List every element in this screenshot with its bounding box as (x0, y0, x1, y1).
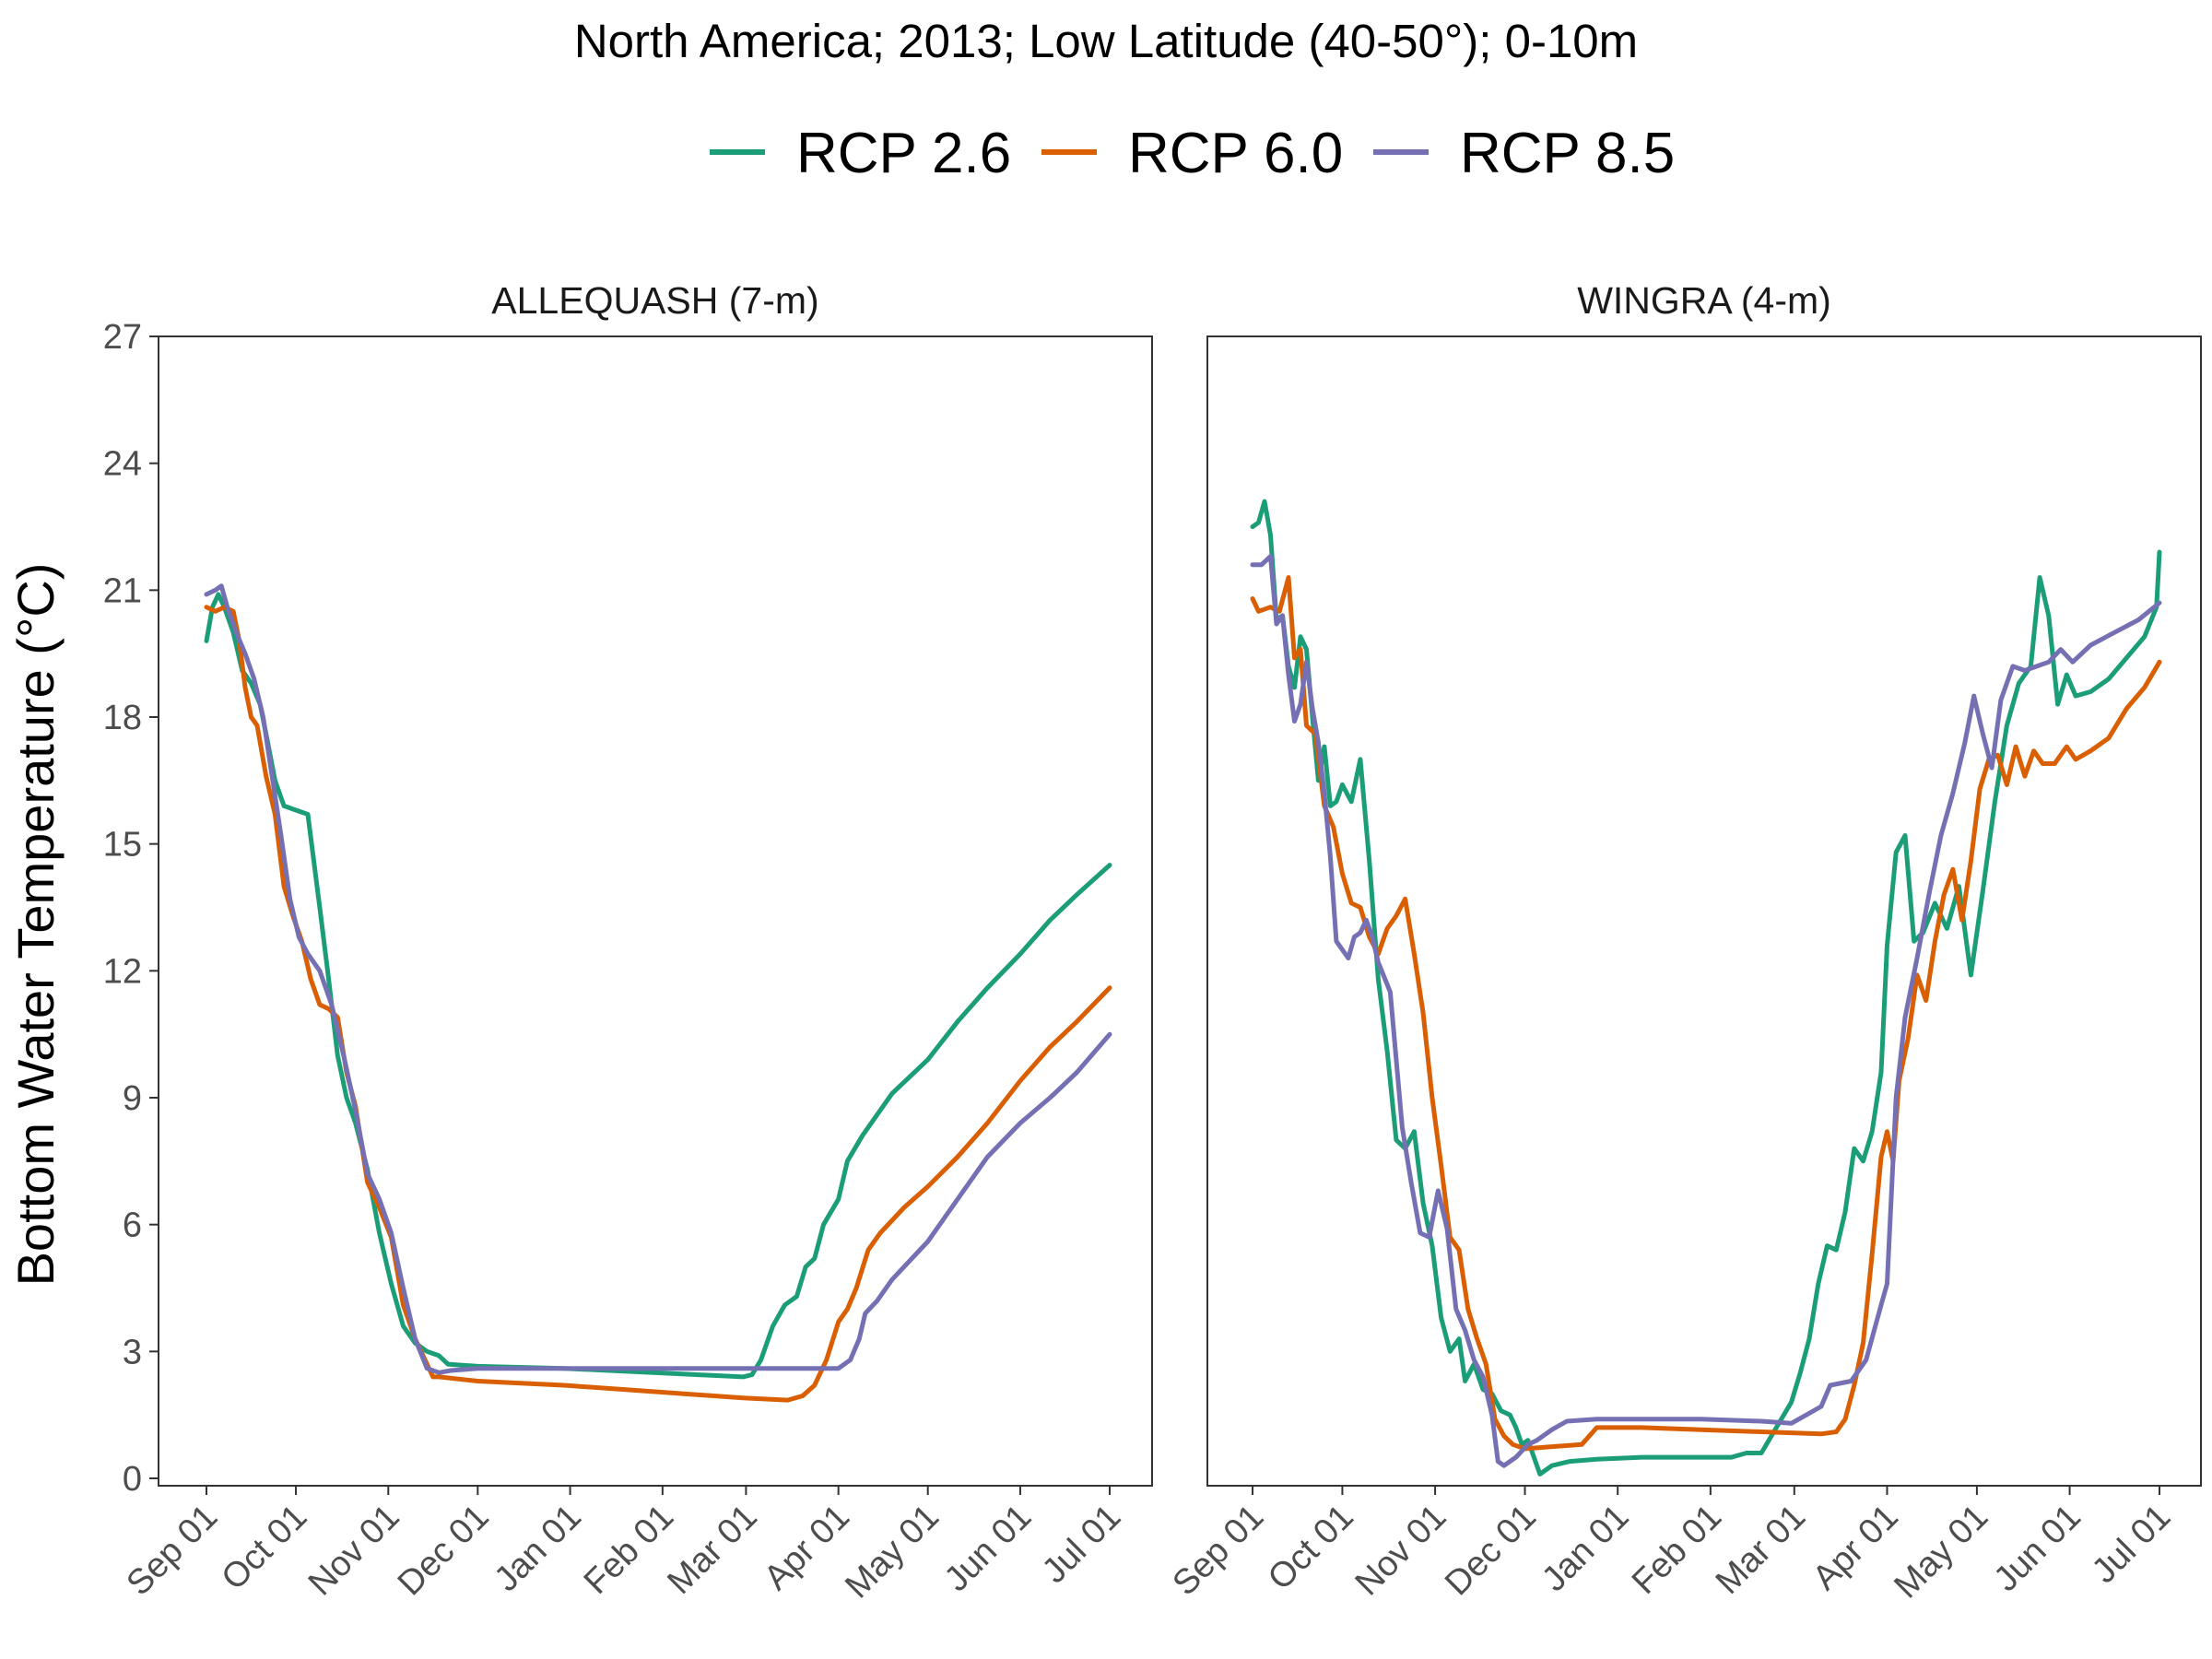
y-tick-label: 6 (123, 1206, 142, 1245)
series-line (204, 592, 1112, 1380)
chart-title: North America; 2013; Low Latitude (40-50… (574, 15, 1638, 67)
x-tick-label: Sep 01 (119, 1498, 225, 1604)
legend-item: RCP 2.6 (710, 122, 1011, 185)
x-tick-label: Dec 01 (391, 1498, 497, 1604)
x-tick-label: Mar 01 (1709, 1498, 1813, 1602)
y-axis: 0 3 6 9 12 15 18 21 24 27 (103, 318, 159, 1499)
x-tick-label: Feb 01 (577, 1498, 681, 1602)
y-tick-label: 3 (123, 1333, 142, 1371)
x-tick-label: Nov 01 (1348, 1498, 1454, 1604)
panel-frame (1206, 335, 2202, 1487)
series-line (204, 583, 1112, 1375)
x-tick-label: Jan 01 (488, 1498, 589, 1599)
series-group (1250, 499, 2162, 1477)
panel-frame (158, 335, 1153, 1487)
series-group (204, 583, 1112, 1403)
legend-item: RCP 8.5 (1373, 122, 1675, 185)
x-tick-label: Jun 01 (937, 1498, 1039, 1599)
x-tick-label: Jan 01 (1535, 1498, 1636, 1599)
panel-title: ALLEQUASH (7-m) (491, 279, 818, 322)
y-tick-label: 15 (103, 826, 142, 865)
x-tick-label: Dec 01 (1438, 1498, 1544, 1604)
y-tick-label: 24 (103, 445, 142, 484)
legend-label: RCP 6.0 (1128, 122, 1343, 185)
x-tick-label: Jul 01 (2085, 1498, 2178, 1591)
legend: RCP 2.6 RCP 6.0 RCP 8.5 (710, 122, 1675, 185)
x-tick-label: May 01 (1887, 1498, 1995, 1606)
x-tick-label: Oct 01 (1261, 1498, 1361, 1598)
x-tick-label: Nov 01 (301, 1498, 407, 1604)
series-line (1250, 575, 2162, 1452)
x-tick-label: Oct 01 (215, 1498, 315, 1598)
panel-title: WINGRA (4-m) (1577, 279, 1831, 322)
legend-label: RCP 2.6 (796, 122, 1011, 185)
x-tick-label: Feb 01 (1625, 1498, 1729, 1602)
x-tick-label: Jun 01 (1987, 1498, 2088, 1599)
y-tick-label: 18 (103, 699, 142, 737)
x-tick-label: Sep 01 (1165, 1498, 1271, 1604)
x-tick-label: Mar 01 (660, 1498, 764, 1602)
legend-item: RCP 6.0 (1041, 122, 1343, 185)
legend-label: RCP 8.5 (1460, 122, 1675, 185)
series-line (1250, 554, 2162, 1468)
x-tick-label: Jul 01 (1035, 1498, 1128, 1591)
panel: ALLEQUASH (7-m) 0 3 6 9 12 15 18 21 24 27 Sep 01Oct… (103, 279, 1153, 1606)
y-tick-label: 9 (123, 1079, 142, 1118)
y-tick-label: 0 (123, 1460, 142, 1499)
y-tick-label: 12 (103, 952, 142, 991)
series-line (1250, 499, 2162, 1477)
y-tick-label: 27 (103, 318, 142, 357)
y-axis-label: Bottom Water Temperature (°C) (6, 563, 65, 1287)
x-tick-label: May 01 (838, 1498, 947, 1606)
y-tick-label: 21 (103, 571, 142, 610)
